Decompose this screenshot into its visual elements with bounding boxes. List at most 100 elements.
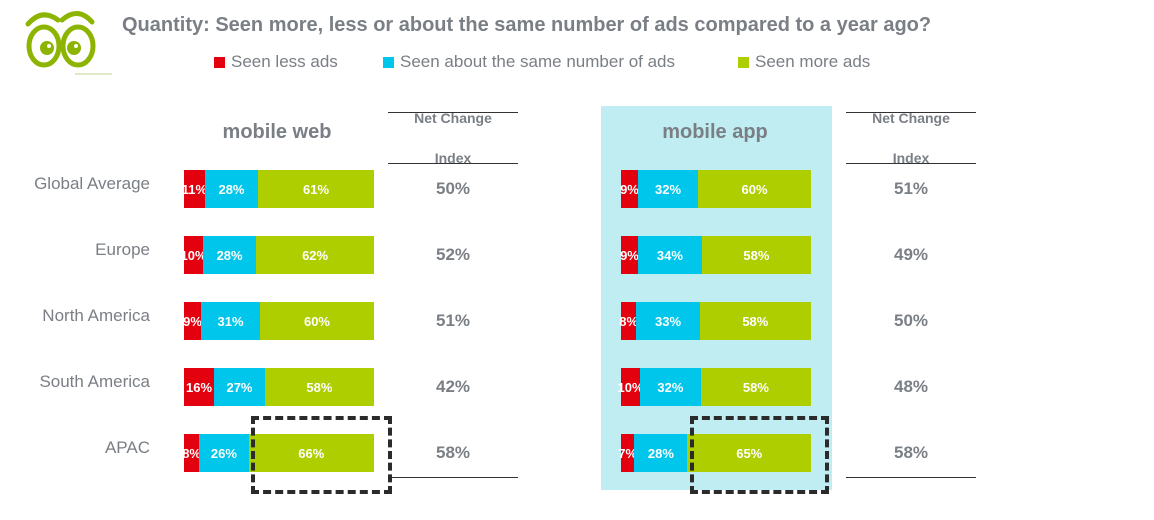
seen-less-segment: 9% [183,302,202,340]
mobile-web-bar-europe: 10% 28% 62% [180,236,374,274]
segment-label: 60% [303,313,330,329]
legend-swatch-same [383,56,394,68]
seen-same-segment: 26% [199,434,249,472]
mobile-app-title: mobile app [662,121,768,143]
segment-label: 9% [620,247,639,263]
seen-same-segment: 31% [201,302,260,340]
seen-more-segment: 60% [259,302,374,340]
mobile-app-net-change-value: 49% [893,245,929,264]
mobile-app-net-change-value: 58% [893,443,929,462]
seen-less-segment: 11% [181,170,208,208]
left-eyebrow-icon [25,12,61,27]
seen-less-segment: 8% [619,302,639,340]
mobile-app-net-change-value: 51% [893,179,929,198]
row-label-south-america: South America [39,372,150,391]
legend-swatch-less [214,56,225,68]
segment-label: 58% [742,379,769,395]
segment-label: 9% [183,313,202,329]
mobile-app-bar-north-america: 8% 33% 58% [619,302,811,340]
mobile-web-net-change-value: 52% [435,245,471,264]
segment-label: 28% [218,181,245,197]
net-change-header-line: Net Change [414,110,492,126]
segment-label: 16% [186,379,213,395]
mobile-app-bar-apac: 7% 28% 65% [618,434,811,472]
mobile-web-bar-south-america: 16% 27% 58% [184,368,374,406]
mobile-web-net-change-value: 58% [435,443,471,462]
segment-label: 27% [226,379,253,395]
seen-more-segment: 62% [256,236,374,274]
mobile-web-title: mobile web [222,121,332,143]
seen-more-segment: 66% [248,434,374,472]
seen-less-segment: 9% [620,236,639,274]
seen-more-segment: 61% [258,170,374,208]
eyes-logo [25,11,112,75]
legend-item-same: Seen about the same number of ads [383,52,675,72]
seen-more-segment: 58% [699,302,811,340]
segment-label: 58% [743,247,770,263]
left-pupil-icon [40,41,54,55]
legend-label: Seen more ads [755,52,871,71]
seen-more-segment: 58% [701,236,811,274]
segment-label: 8% [182,445,201,461]
seen-less-segment: 10% [617,368,644,406]
segment-label: 11% [181,181,208,197]
segment-label: 10% [617,379,644,395]
seen-same-segment: 28% [204,170,259,208]
segment-label: 61% [303,181,330,197]
segment-label: 8% [619,313,639,329]
right-eyebrow-icon [59,11,95,25]
net-change-header-line: Index [892,150,930,166]
seen-same-segment: 32% [640,368,701,406]
seen-same-segment: 28% [203,236,257,274]
segment-label: 32% [655,181,682,197]
segment-label: 32% [657,379,684,395]
legend-item-more: Seen more ads [738,52,870,72]
segment-label: 62% [302,247,329,263]
mobile-app-bar-south-america: 10% 32% 58% [617,368,811,406]
row-label-europe: Europe [95,240,150,259]
right-pupil-icon [67,41,81,55]
row-label-apac: APAC [104,438,150,457]
seen-same-segment: 34% [637,236,702,274]
segment-label: 66% [298,445,325,461]
mobile-web-net-change-bottom-rule [388,477,518,478]
mobile-app-net-change-bottom-rule [846,477,976,478]
segment-label: 10% [180,247,207,263]
mobile-web-bar-apac: 8% 26% 66% [182,434,374,472]
row-label-global-average: Global Average [34,174,150,193]
segment-label: 28% [216,247,243,263]
mobile-app-net-change-value: 50% [893,311,929,330]
segment-label: 65% [736,445,763,461]
segment-label: 26% [210,445,237,461]
segment-label: 28% [647,445,674,461]
legend-swatch-more [738,56,749,68]
seen-less-segment: 8% [182,434,201,472]
seen-less-segment: 10% [180,236,207,274]
segment-label: 60% [741,181,768,197]
seen-same-segment: 28% [634,434,688,472]
row-label-north-america: North America [42,306,150,325]
segment-label: 9% [620,181,639,197]
mobile-app-bar-global-average: 9% 32% 60% [620,170,811,208]
mobile-app-highlight-box [689,416,829,494]
seen-same-segment: 33% [636,302,700,340]
mobile-web-bar-global-average: 11% 28% 61% [181,170,374,208]
segment-label: 58% [742,313,769,329]
seen-same-segment: 27% [214,368,265,406]
segment-label: 33% [654,313,682,329]
mobile-app-bar-europe: 9% 34% 58% [620,236,811,274]
mobile-app-net-change-header: Net Change Index [846,110,976,166]
mobile-web-highlight-box [250,416,392,494]
net-change-header-line: Index [434,150,472,166]
seen-less-segment: 7% [618,434,638,472]
seen-more-segment: 58% [264,368,374,406]
seen-more-segment: 65% [687,434,811,472]
segment-label: 31% [217,313,244,329]
seen-more-segment: 58% [700,368,811,406]
segment-label: 7% [618,445,638,461]
seen-less-segment: 9% [620,170,639,208]
mobile-app-net-change-value: 48% [893,377,929,396]
seen-more-segment: 60% [698,170,811,208]
mobile-web-net-change-header: Net Change Index [388,110,518,166]
mobile-web-bar-north-america: 9% 31% 60% [183,302,374,340]
